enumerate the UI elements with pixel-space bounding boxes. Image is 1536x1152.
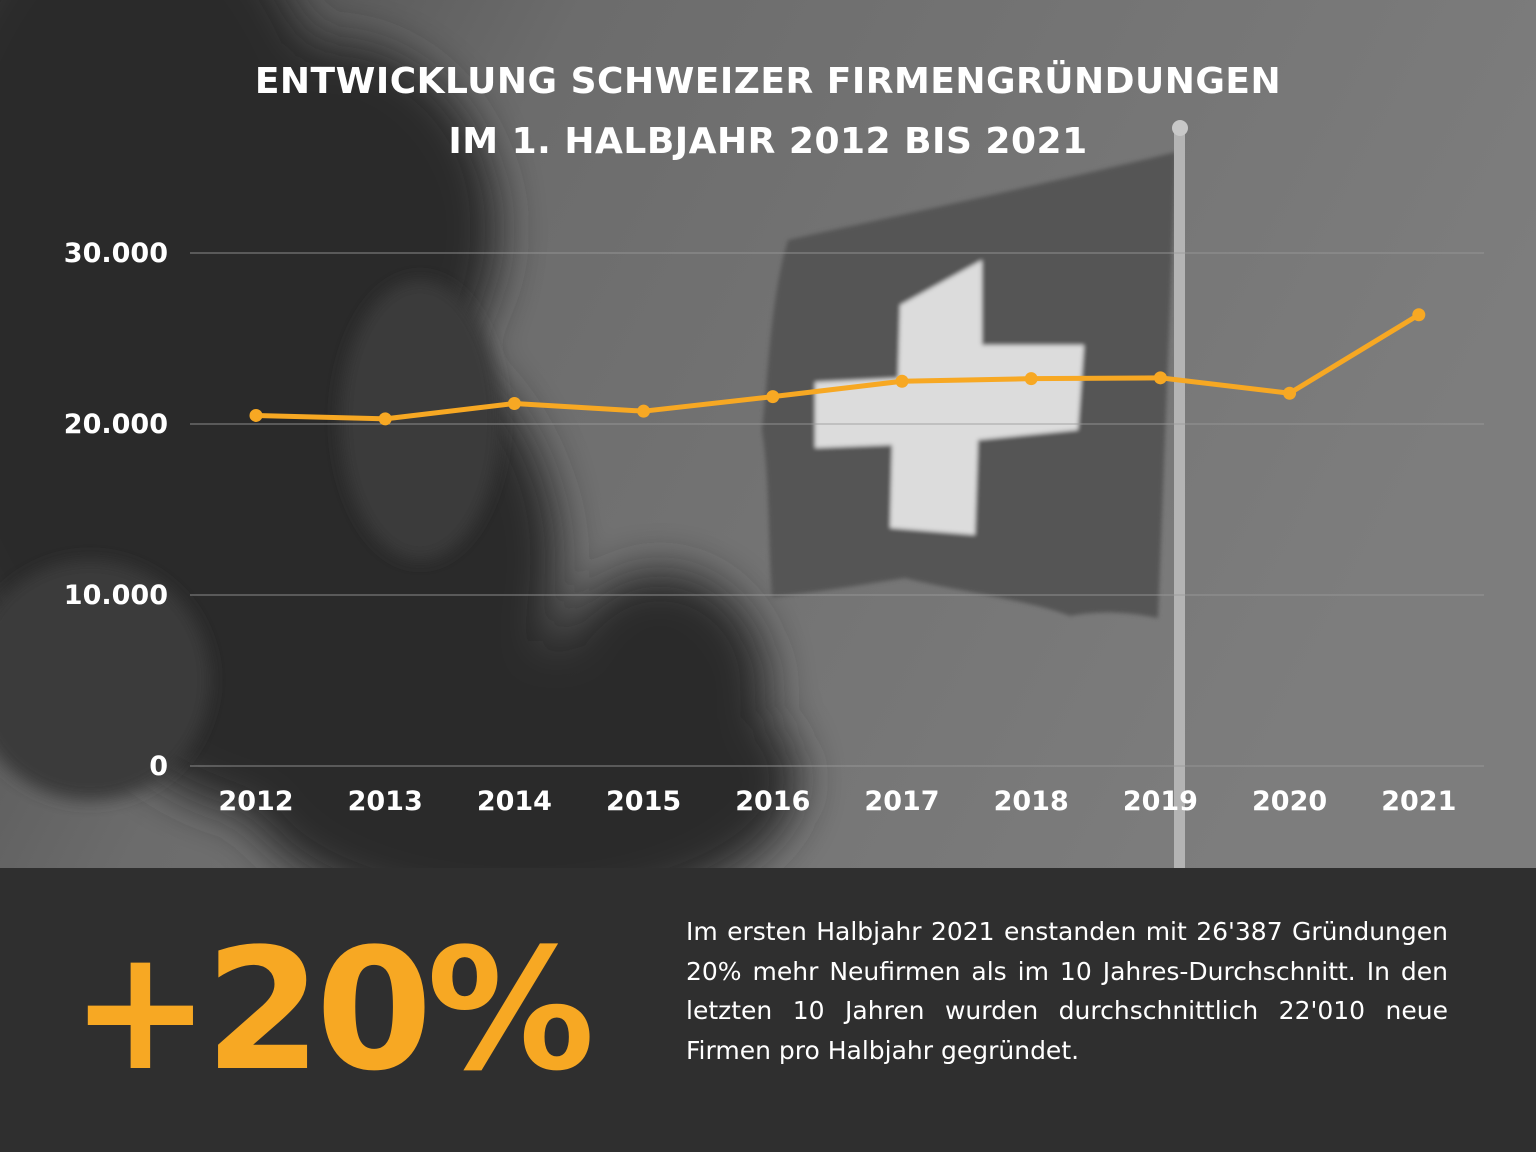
swiss-flag	[762, 152, 1176, 618]
growth-percentage: +20%	[70, 912, 595, 1108]
data-point	[766, 390, 780, 404]
x-tick-label: 2012	[218, 786, 293, 817]
x-tick-label: 2018	[994, 786, 1069, 817]
x-tick-label: 2019	[1123, 786, 1198, 817]
x-tick-label: 2014	[477, 786, 552, 817]
data-point	[378, 412, 392, 426]
y-tick-label: 0	[149, 751, 168, 782]
chart-title-line-1: ENTWICKLUNG SCHWEIZER FIRMENGRÜNDUNGEN	[254, 61, 1282, 102]
x-tick-label: 2020	[1252, 786, 1327, 817]
y-tick-label: 10.000	[64, 580, 168, 611]
x-tick-label: 2021	[1381, 786, 1456, 817]
line-chart: 0 10.000 20.000 30.000 2012 2013 2014 2015 2016 2…	[64, 238, 1484, 817]
data-point	[507, 396, 521, 410]
chart-title: ENTWICKLUNG SCHWEIZER FIRMENGRÜNDUNGEN I…	[0, 52, 1536, 172]
y-tick-label: 30.000	[64, 238, 168, 269]
data-point	[249, 408, 263, 422]
series-line	[253, 312, 1422, 422]
data-point	[1024, 372, 1038, 386]
x-tick-label: 2013	[348, 786, 423, 817]
tree-silhouette	[0, 0, 800, 868]
x-tick-label: 2016	[735, 786, 810, 817]
y-tick-label: 20.000	[64, 409, 168, 440]
data-point	[895, 374, 909, 388]
data-point	[1412, 308, 1426, 322]
x-tick-label: 2015	[606, 786, 681, 817]
data-point	[1153, 371, 1167, 385]
data-point	[637, 404, 651, 418]
data-point	[1283, 386, 1297, 400]
background-photo	[0, 0, 1536, 868]
summary-text: Im ersten Halbjahr 2021 enstanden mit 26…	[686, 917, 1448, 1065]
chart-title-line-2: IM 1. HALBJAHR 2012 BIS 2021	[448, 121, 1088, 162]
x-tick-label: 2017	[864, 786, 939, 817]
footer-panel: +20% Im ersten Halbjahr 2021 enstanden m…	[0, 868, 1536, 1152]
flag-pole	[1172, 120, 1188, 868]
